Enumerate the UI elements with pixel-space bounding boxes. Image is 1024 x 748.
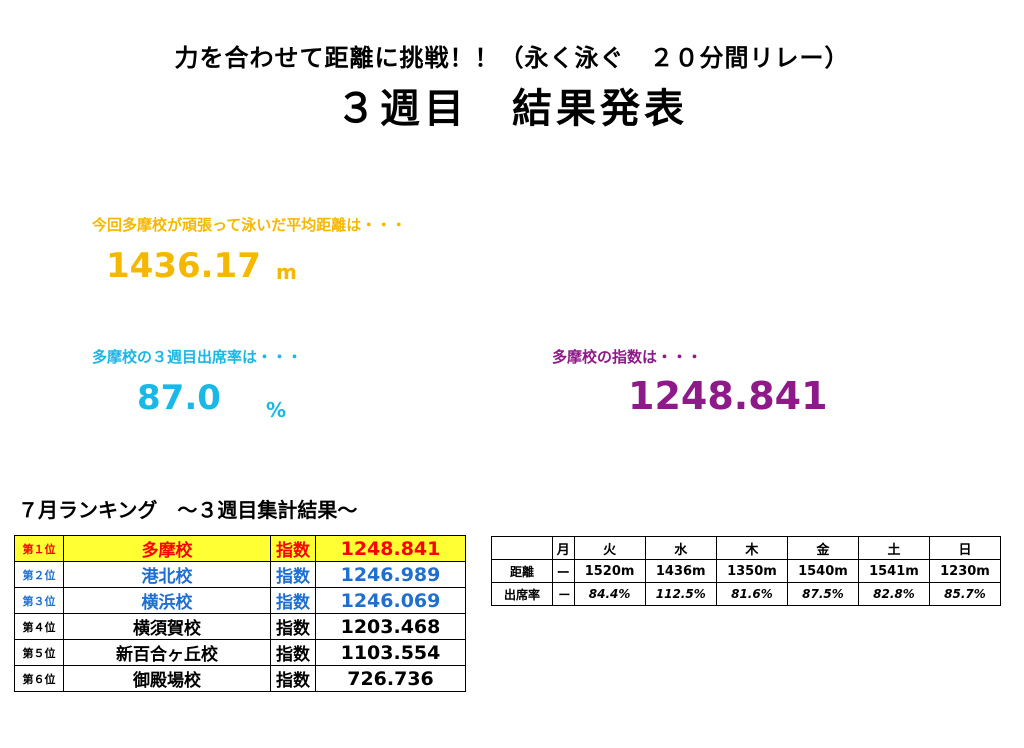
rank-label: 指数 (270, 639, 316, 666)
rank-school: 御殿場校 (63, 665, 271, 692)
weekday-header: 土 (857, 536, 930, 560)
rank-label: 指数 (270, 535, 316, 562)
rank-value: 1246.069 (315, 587, 466, 614)
distance-cell: ー (552, 559, 575, 583)
rank-value: 1248.841 (315, 535, 466, 562)
rank-position: 第５位 (14, 639, 64, 666)
ranking-row: 第２位 港北校 指数 1246.989 (14, 561, 466, 588)
attendance-row: 出席率 ー 84.4% 112.5% 81.6% 87.5% 82.8% 85.… (491, 582, 1002, 606)
weekday-header: 木 (715, 536, 788, 560)
rank-school: 横浜校 (63, 587, 271, 614)
rank-position: 第１位 (14, 535, 64, 562)
index-label: 多摩校の指数は・・・ (552, 348, 703, 366)
rank-position: 第４位 (14, 613, 64, 640)
rank-label: 指数 (270, 665, 316, 692)
weekday-header: 月 (552, 536, 575, 560)
rank-label: 指数 (270, 587, 316, 614)
rank-position: 第６位 (14, 665, 64, 692)
distance-row: 距離 ー 1520m 1436m 1350m 1540m 1541m 1230m (491, 559, 1002, 583)
rank-position: 第２位 (14, 561, 64, 588)
attendance-cell: 82.8% (857, 582, 930, 606)
attendance-unit: % (266, 398, 287, 422)
attendance-label: 多摩校の３週目出席率は・・・ (92, 348, 303, 366)
rank-school: 港北校 (63, 561, 271, 588)
attendance-cell: 84.4% (573, 582, 646, 606)
average-distance-unit: m (276, 260, 297, 284)
ranking-title: ７月ランキング ～３週目集計結果～ (18, 498, 358, 522)
page-title: 力を合わせて距離に挑戦！！（永く泳ぐ ２０分間リレー） (174, 44, 850, 72)
attendance-value: 87.0 (137, 378, 221, 418)
weekday-header: 金 (786, 536, 859, 560)
weekday-header: 日 (928, 536, 1002, 560)
ranking-row: 第６位 御殿場校 指数 726.736 (14, 665, 466, 692)
distance-cell: 1540m (786, 559, 859, 583)
ranking-row: 第３位 横浜校 指数 1246.069 (14, 587, 466, 614)
attendance-cell: 112.5% (644, 582, 717, 606)
attendance-cell: ー (552, 582, 575, 606)
attendance-cell: 87.5% (786, 582, 859, 606)
attendance-cell: 85.7% (928, 582, 1002, 606)
corner-cell (491, 536, 553, 560)
ranking-row: 第５位 新百合ヶ丘校 指数 1103.554 (14, 639, 466, 666)
average-distance-label: 今回多摩校が頑張って泳いだ平均距離は・・・ (92, 216, 407, 234)
attendance-row-label: 出席率 (491, 582, 553, 606)
index-value: 1248.841 (628, 374, 828, 418)
distance-cell: 1541m (857, 559, 930, 583)
distance-row-label: 距離 (491, 559, 553, 583)
distance-cell: 1350m (715, 559, 788, 583)
rank-value: 726.736 (315, 665, 466, 692)
distance-cell: 1436m (644, 559, 717, 583)
weekday-header-row: 月 火 水 木 金 土 日 (491, 536, 1002, 560)
rank-value: 1246.989 (315, 561, 466, 588)
weekday-header: 水 (644, 536, 717, 560)
rank-label: 指数 (270, 561, 316, 588)
weekday-header: 火 (573, 536, 646, 560)
rank-value: 1203.468 (315, 613, 466, 640)
weekly-table: 月 火 水 木 金 土 日 距離 ー 1520m 1436m 1350m 154… (491, 536, 1002, 606)
rank-school: 多摩校 (63, 535, 271, 562)
ranking-row: 第１位 多摩校 指数 1248.841 (14, 535, 466, 562)
rank-value: 1103.554 (315, 639, 466, 666)
rank-position: 第３位 (14, 587, 64, 614)
rank-label: 指数 (270, 613, 316, 640)
distance-cell: 1520m (573, 559, 646, 583)
rank-school: 新百合ヶ丘校 (63, 639, 271, 666)
distance-cell: 1230m (928, 559, 1002, 583)
ranking-row: 第４位 横須賀校 指数 1203.468 (14, 613, 466, 640)
attendance-cell: 81.6% (715, 582, 788, 606)
rank-school: 横須賀校 (63, 613, 271, 640)
average-distance-value: 1436.17 (106, 246, 261, 286)
page-subtitle: ３週目 結果発表 (336, 86, 688, 132)
ranking-table: 第１位 多摩校 指数 1248.841 第２位 港北校 指数 1246.989 … (14, 535, 466, 692)
